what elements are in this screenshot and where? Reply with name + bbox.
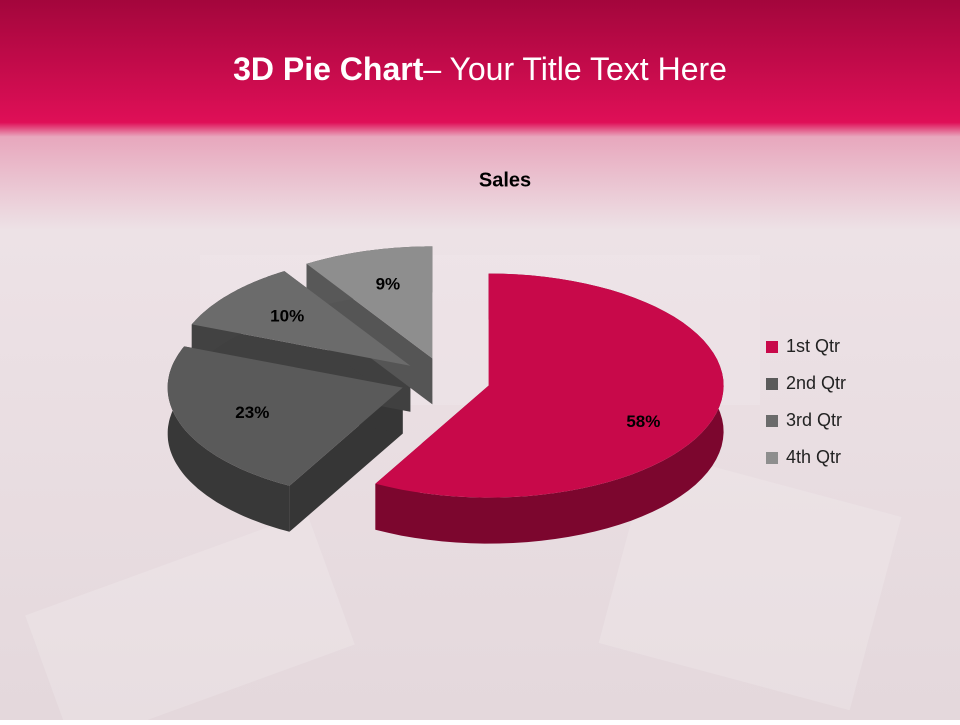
- slide-title-rest: – Your Title Text Here: [423, 51, 727, 87]
- slide-title: 3D Pie Chart– Your Title Text Here: [233, 51, 727, 87]
- chart-title: Sales: [479, 169, 531, 191]
- slice: [375, 273, 724, 498]
- data-label: 23%: [235, 403, 269, 422]
- legend-label: 2nd Qtr: [786, 373, 846, 393]
- legend-swatch: [766, 415, 778, 427]
- data-label: 9%: [376, 275, 401, 294]
- legend-label: 4th Qtr: [786, 447, 841, 467]
- slice: [167, 346, 403, 486]
- legend-swatch: [766, 341, 778, 353]
- legend-label: 1st Qtr: [786, 336, 840, 356]
- data-label: 58%: [626, 412, 660, 431]
- slice-rim: [167, 346, 290, 532]
- legend-swatch: [766, 452, 778, 464]
- legend-label: 3rd Qtr: [786, 410, 842, 430]
- legend-swatch: [766, 378, 778, 390]
- slice: [306, 246, 433, 359]
- data-label: 10%: [270, 307, 304, 326]
- slice: [191, 271, 411, 366]
- slide-title-bold: 3D Pie Chart: [233, 51, 424, 87]
